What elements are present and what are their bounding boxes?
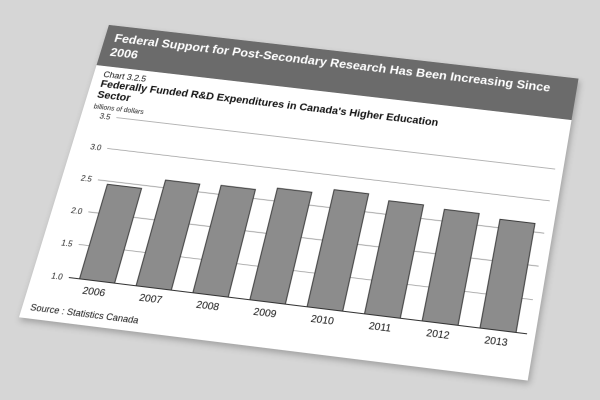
x-tick-label: 2008: [195, 299, 221, 313]
bar: [307, 190, 369, 311]
bar-chart: 1.0 1.5 2.0 2.5 3.0 3.5 2006 2007 2008 2009 2010 20…: [19, 25, 579, 381]
y-tick-label: 3.0: [89, 143, 103, 153]
gridline: [116, 118, 555, 169]
y-tick-label: 1.0: [50, 271, 65, 282]
bar: [136, 180, 200, 290]
chart-card: Federal Support for Post-Secondary Resea…: [19, 25, 579, 381]
bar: [193, 185, 256, 297]
x-tick-label: 2013: [483, 335, 508, 349]
x-tick-label: 2010: [310, 313, 336, 327]
bar: [365, 201, 424, 318]
y-tick-label: 3.5: [98, 112, 111, 122]
y-tick-label: 1.5: [60, 238, 74, 248]
x-tick-label: 2012: [425, 328, 450, 342]
bar: [422, 209, 479, 325]
x-tick-label: 2007: [138, 292, 164, 306]
bar: [480, 219, 535, 332]
y-tick-label: 2.0: [70, 206, 84, 216]
x-tick-label: 2006: [81, 285, 107, 299]
x-tick-label: 2009: [252, 306, 278, 320]
bar: [250, 188, 312, 304]
y-tick-label: 2.5: [80, 174, 94, 184]
bar: [80, 184, 142, 283]
x-tick-label: 2011: [368, 321, 393, 335]
